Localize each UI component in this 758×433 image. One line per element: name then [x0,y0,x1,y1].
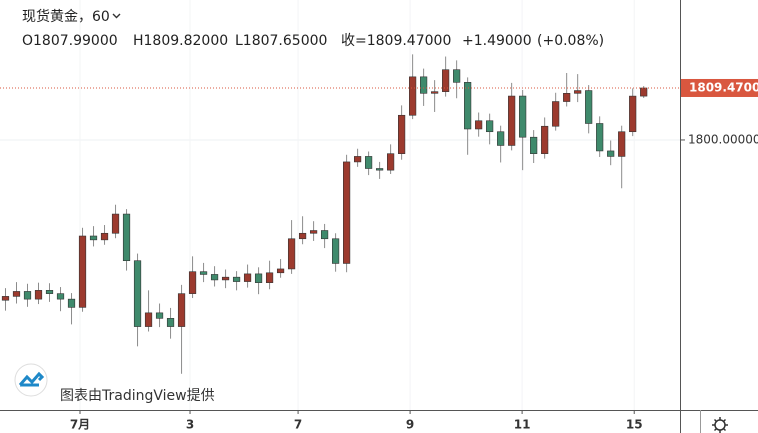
legend-close: 收=1809.47000 [341,33,451,49]
candle-body [144,312,153,327]
candle-body [519,95,527,138]
plot-area [0,0,680,410]
x-tick-label: 7月 [70,418,90,432]
candle-body [254,273,263,283]
candle-body [596,123,604,152]
watermark: 图表由TradingView提供 [14,363,215,404]
candle-body [177,293,186,327]
candle-body [199,271,208,275]
candle-body [298,232,307,240]
legend-open: O1807.99000 [22,33,118,49]
candle-body [607,150,615,157]
candle-body [552,101,560,127]
candle-body [320,230,329,240]
candle-body [122,213,131,262]
legend-high: H1809.82000 [133,33,228,49]
candle-body [365,156,373,169]
candle-body [585,90,593,124]
candle-body [629,95,637,133]
candle-body [563,93,571,102]
candle-body [530,136,538,154]
candle-body [89,235,98,241]
candle-body [331,238,340,264]
candle-body [67,298,76,308]
candle-body [354,156,362,163]
x-tick-label: 11 [514,418,531,432]
x-tick-label: 7 [294,418,302,432]
candle-body [78,235,87,308]
candle-body [188,271,197,294]
candle-body [343,161,351,264]
x-tick-label: 15 [626,418,643,432]
legend-change-pct: (+0.08%) [537,33,604,49]
candle-body [508,95,516,146]
watermark-text: 图表由TradingView提供 [60,388,215,404]
candle-body [232,276,241,282]
header: 现货黄金，60 O1807.99000 H1809.82000 L1807.65… [22,8,604,49]
candle-body [387,153,395,171]
candle-body [100,232,109,241]
candle-body [155,312,164,319]
candle-body [618,131,626,157]
y-tick-label: 1800.00000 [688,132,758,146]
candle-body [640,87,648,97]
chart-title: 现货黄金，60 [22,8,110,25]
candle-body [133,260,142,327]
candle-body [541,125,549,154]
candle-body [34,290,43,300]
candle-body [309,230,318,234]
candle-body [276,268,285,274]
x-tick-label: 9 [406,418,414,432]
candle-body [243,273,252,282]
last-price-label: 1809.47000 [689,80,758,94]
last-price-tag [681,78,758,97]
x-tick-label: 3 [186,418,194,432]
gear-teeth[interactable] [712,417,728,433]
candle-body [486,120,494,133]
candle-body [453,69,461,83]
candle-body [420,76,428,94]
candle-body [221,276,230,281]
candle-body [265,272,274,283]
candle-body [45,290,54,294]
legend-low: L1807.65000 [235,33,327,49]
candle-body [475,120,483,130]
candle-body [574,90,582,94]
candle-body [497,131,505,146]
candle-body [398,114,406,154]
candle-body [56,293,65,300]
candle-body [166,318,175,327]
logo [18,371,45,387]
candle-body [442,69,450,92]
candle-body [287,238,296,270]
settings-gear[interactable] [712,417,728,433]
legend-change: +1.49000 [462,33,532,49]
dropdown-chevron[interactable] [112,13,121,19]
candle-body [431,91,439,94]
candle-body [376,168,384,171]
candle-body [111,213,120,234]
candle-body [409,76,417,116]
candle-body [23,291,32,300]
candle-body [12,291,21,297]
candle-body [1,296,10,301]
candle-body [210,274,219,281]
candle-body [464,82,472,130]
